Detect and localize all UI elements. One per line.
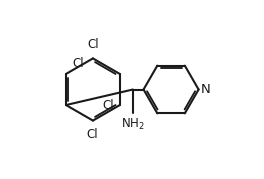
Text: N: N (200, 83, 210, 96)
Text: Cl: Cl (86, 128, 98, 141)
Text: Cl: Cl (72, 57, 84, 69)
Text: Cl: Cl (102, 99, 114, 112)
Text: NH$_2$: NH$_2$ (121, 117, 145, 132)
Text: Cl: Cl (87, 38, 99, 51)
